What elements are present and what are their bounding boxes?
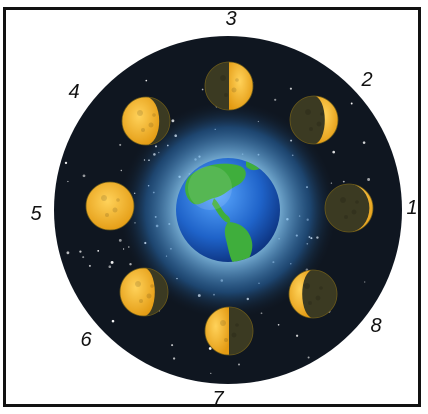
- star: [88, 264, 91, 267]
- star: [129, 263, 132, 266]
- moon-phase-4: [121, 96, 171, 146]
- moon-phase-5: [85, 181, 135, 231]
- star: [82, 256, 85, 259]
- star: [172, 357, 176, 360]
- phase-label-2: 2: [361, 69, 373, 91]
- star: [277, 323, 280, 326]
- phase-label-1: 1: [406, 197, 418, 219]
- phase-label-8: 8: [370, 315, 382, 337]
- star: [350, 102, 353, 105]
- star: [67, 180, 69, 183]
- star: [119, 143, 122, 146]
- star: [111, 319, 115, 323]
- star: [208, 347, 212, 350]
- moon-phase-2: [289, 95, 339, 145]
- star: [307, 356, 310, 359]
- phase-label-4: 4: [68, 81, 80, 103]
- star: [108, 265, 112, 268]
- star: [120, 169, 123, 172]
- moon-phase-1: [324, 183, 374, 233]
- star: [118, 238, 122, 242]
- star: [342, 180, 345, 183]
- star: [367, 178, 371, 181]
- star: [82, 174, 86, 178]
- star: [237, 363, 241, 366]
- star: [364, 281, 366, 283]
- phase-label-3: 3: [225, 8, 237, 30]
- phase-label-5: 5: [30, 203, 42, 225]
- star: [210, 372, 212, 375]
- star: [274, 98, 277, 101]
- moon-phases: [85, 61, 374, 356]
- moon-phase-8: [288, 269, 338, 319]
- star: [79, 250, 82, 253]
- star: [145, 79, 148, 82]
- moon-phase-7: [204, 306, 254, 356]
- star: [171, 344, 174, 347]
- phase-label-6: 6: [80, 329, 92, 351]
- star: [332, 150, 336, 154]
- star: [122, 248, 125, 250]
- star: [362, 141, 366, 144]
- phase-label-7: 7: [212, 388, 224, 410]
- moon-phase-3: [204, 61, 254, 111]
- star: [201, 88, 204, 91]
- moon-phase-6: [119, 267, 169, 317]
- star: [110, 260, 114, 264]
- star: [97, 250, 100, 252]
- star: [64, 161, 68, 165]
- star: [295, 334, 299, 337]
- star: [289, 87, 292, 90]
- star: [66, 251, 70, 255]
